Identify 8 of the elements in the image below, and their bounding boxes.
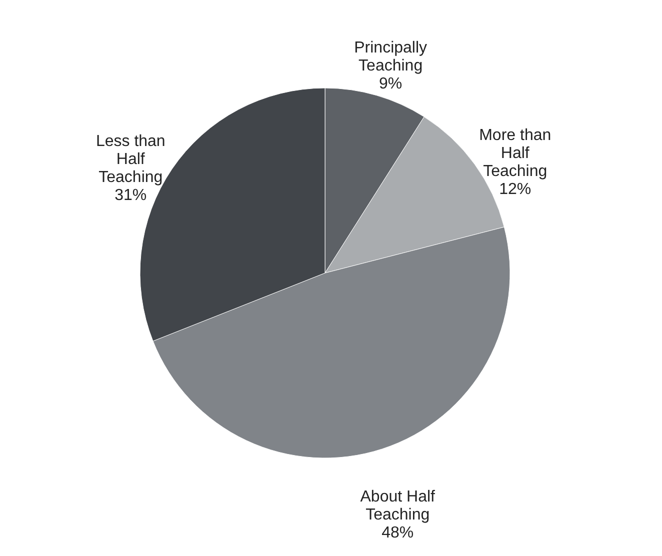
slice-label: Less than Half Teaching bbox=[96, 132, 166, 186]
data-label: 9% bbox=[379, 75, 402, 92]
data-label: 12% bbox=[499, 180, 532, 198]
data-label: 31% bbox=[114, 186, 147, 204]
slice-label: About Half Teaching bbox=[360, 488, 436, 524]
data-label: 48% bbox=[382, 524, 414, 542]
slice-label: Principally Teaching bbox=[354, 39, 428, 74]
slice-label: More than Half Teaching bbox=[479, 126, 552, 180]
